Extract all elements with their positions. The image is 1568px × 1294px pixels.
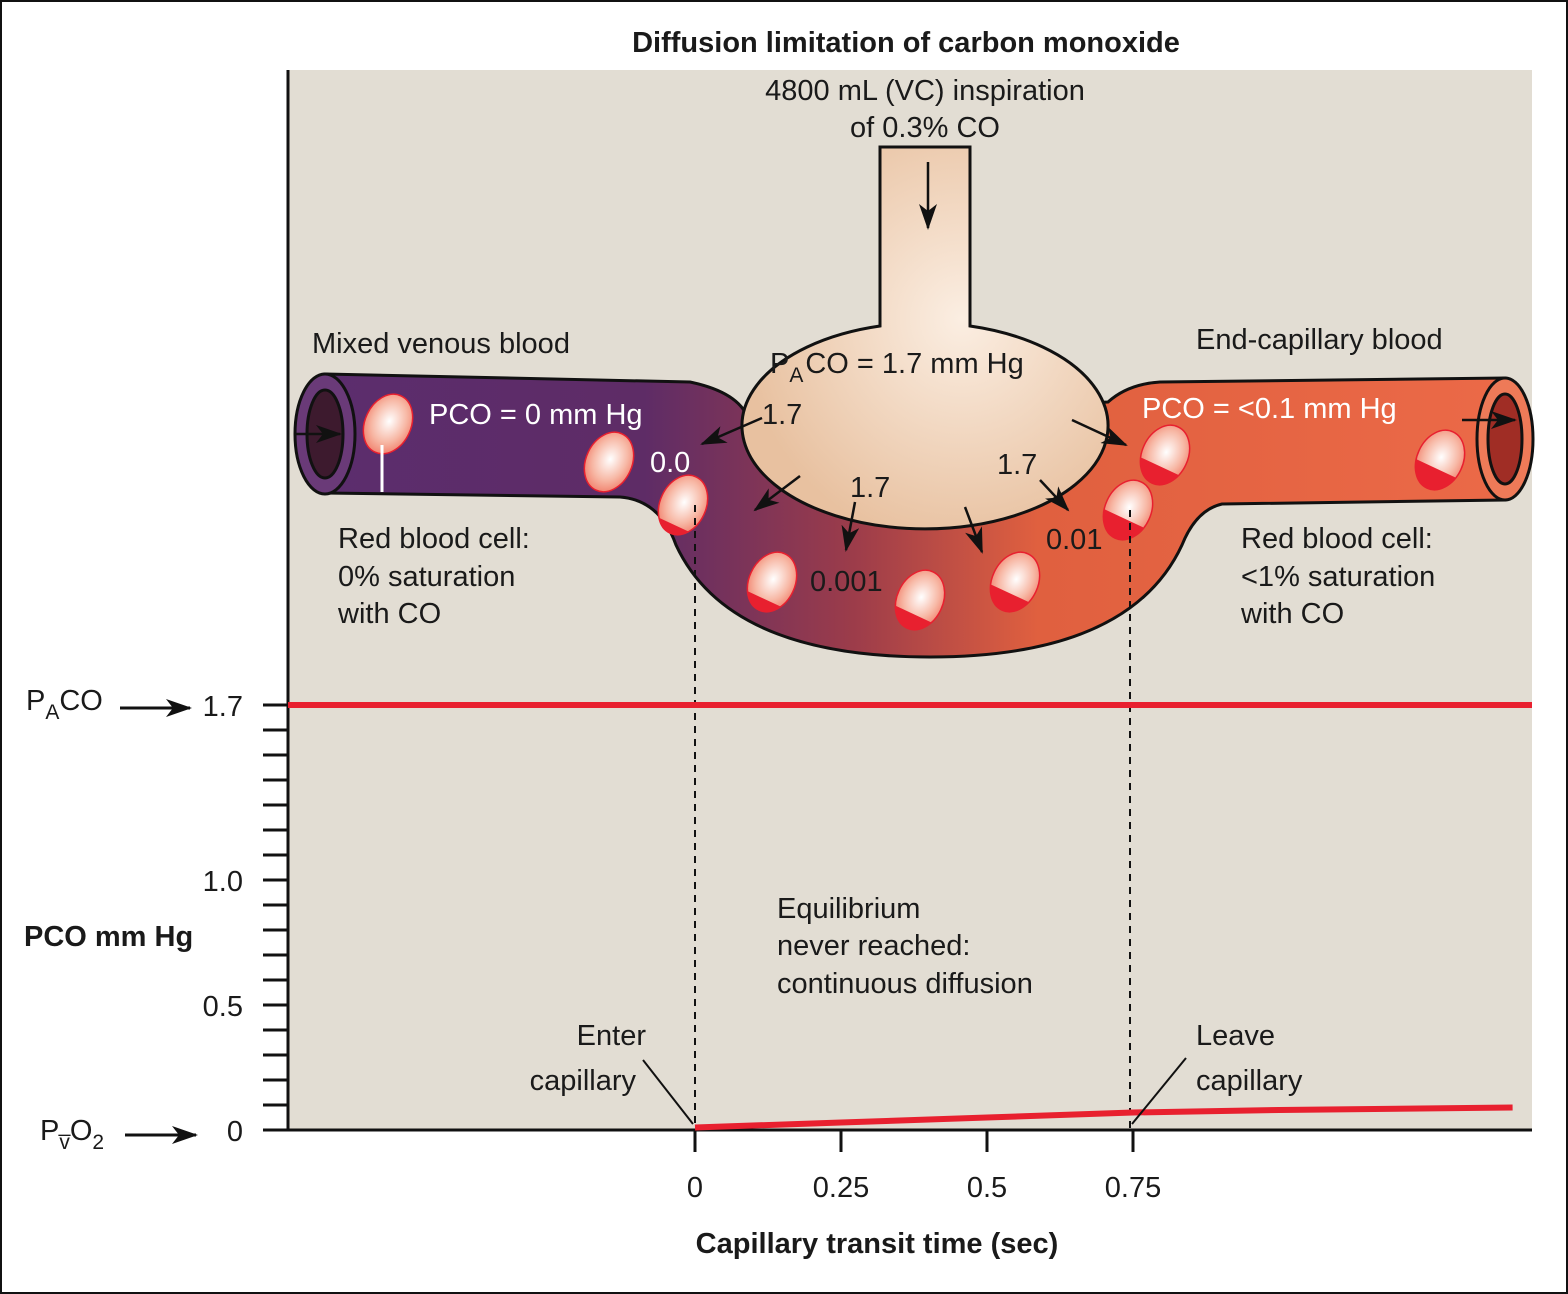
- figure-title: Diffusion limitation of carbon monoxide: [632, 27, 1180, 59]
- y-axis-ticks: 0 0.5 1.0 1.7: [203, 691, 288, 1148]
- equilibrium-note-1: Equilibrium: [777, 893, 920, 925]
- red-blood-cell: [894, 569, 946, 631]
- x-axis-ticks: 0 0.25 0.5 0.75: [687, 1130, 1161, 1204]
- alveolar-value-2: 1.7: [850, 472, 890, 504]
- alveolus: [740, 145, 1110, 531]
- diffusion-arrow-4-icon: [963, 506, 984, 554]
- red-blood-cell: [1414, 429, 1466, 491]
- arterial-rbc-label-2: <1% saturation: [1241, 561, 1435, 593]
- enter-capillary-label-1: Enter: [577, 1020, 647, 1052]
- capillary-value-1: 0.0: [650, 447, 690, 479]
- arterial-lumen: [1486, 392, 1524, 486]
- arterial-rbc-label-3: with CO: [1240, 598, 1344, 630]
- enter-pointer-line: [642, 1059, 694, 1125]
- red-blood-cell: [1102, 479, 1154, 541]
- y-tick-label: 0.5: [203, 991, 243, 1023]
- y-tick-label: 1.7: [203, 691, 243, 723]
- enter-capillary-label-2: capillary: [530, 1065, 637, 1097]
- equilibrium-note-2: never reached:: [777, 930, 970, 962]
- y-axis-label: PCO mm Hg: [24, 921, 193, 953]
- alveolar-value-1: 1.7: [762, 399, 802, 431]
- red-blood-cell: [583, 431, 635, 493]
- venous-rbc-label-1: Red blood cell:: [338, 523, 530, 555]
- diffusion-arrow-5-icon: [1039, 479, 1070, 512]
- red-blood-cell: [989, 551, 1041, 613]
- x-tick-label: 0.25: [813, 1172, 869, 1204]
- paco-marker-label: PACO: [26, 685, 103, 724]
- y-tick-label: 1.0: [203, 866, 243, 898]
- diffusion-arrow-1-icon: [700, 416, 763, 446]
- red-blood-cell: [746, 551, 798, 613]
- leave-capillary-label-2: capillary: [1196, 1065, 1303, 1097]
- leave-pointer-line: [1131, 1057, 1187, 1125]
- inspiration-label: 4800 mL (VC) inspiration: [765, 75, 1085, 107]
- x-tick-label: 0.5: [967, 1172, 1007, 1204]
- red-blood-cell: [362, 393, 414, 455]
- x-tick-label: 0.75: [1105, 1172, 1161, 1204]
- y-tick-label: 0: [227, 1116, 243, 1148]
- x-axis-label: Capillary transit time (sec): [696, 1228, 1059, 1260]
- venous-pco-label: PCO = 0 mm Hg: [429, 399, 643, 431]
- inspiration-label-2: of 0.3% CO: [850, 112, 1000, 144]
- diffusion-arrow-6-icon: [1071, 418, 1128, 447]
- end-capillary-pco-label: PCO = <0.1 mm Hg: [1142, 393, 1397, 425]
- diffusion-arrow-2-icon: [753, 475, 801, 512]
- leave-capillary-label-1: Leave: [1196, 1020, 1275, 1052]
- series-line-1: [694, 1104, 1513, 1131]
- venous-rbc-label-3: with CO: [337, 598, 441, 630]
- diffusion-arrow-3-icon: [841, 501, 860, 552]
- x-tick-label: 0: [687, 1172, 703, 1204]
- chart-series: [288, 702, 1532, 1131]
- capillary-value-3: 0.01: [1046, 524, 1102, 556]
- alveolar-pco-label: PACO = 1.7 mm Hg: [770, 348, 1024, 387]
- equilibrium-note-3: continuous diffusion: [777, 968, 1033, 1000]
- arterial-rbc-label-1: Red blood cell:: [1241, 523, 1433, 555]
- capillary-value-2: 0.001: [810, 566, 883, 598]
- mixed-venous-label: Mixed venous blood: [312, 328, 570, 360]
- alveolar-value-3: 1.7: [997, 449, 1037, 481]
- end-capillary-label: End-capillary blood: [1196, 324, 1443, 356]
- pvo2-marker-label: Pv̅O2: [40, 1115, 104, 1154]
- venous-rbc-label-2: 0% saturation: [338, 561, 515, 593]
- red-blood-cell: [1139, 424, 1191, 486]
- red-blood-cells: [362, 393, 1466, 631]
